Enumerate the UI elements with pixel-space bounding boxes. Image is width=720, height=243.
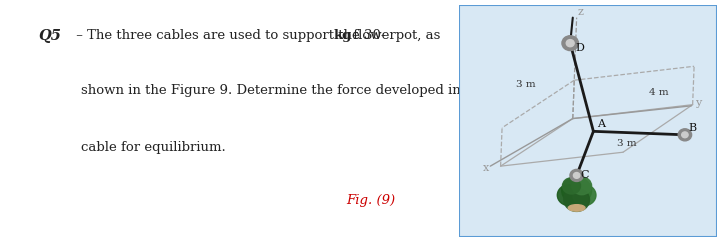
Circle shape <box>562 178 580 194</box>
Circle shape <box>562 36 578 51</box>
Circle shape <box>570 169 583 182</box>
Text: C: C <box>580 170 589 180</box>
Circle shape <box>573 173 580 178</box>
Text: x: x <box>482 163 489 173</box>
Text: z: z <box>578 7 584 17</box>
Circle shape <box>572 177 592 195</box>
Text: 3 m: 3 m <box>616 139 636 148</box>
Text: D: D <box>575 43 584 53</box>
Text: Fig. (9): Fig. (9) <box>346 194 395 207</box>
Circle shape <box>682 132 688 138</box>
Text: A: A <box>598 119 606 129</box>
Text: B: B <box>689 123 697 133</box>
Circle shape <box>678 129 692 141</box>
Text: shown in the Figure 9. Determine the force developed in each: shown in the Figure 9. Determine the for… <box>81 84 497 97</box>
Text: – The three cables are used to support the 30-: – The three cables are used to support t… <box>72 29 385 42</box>
FancyBboxPatch shape <box>459 5 717 237</box>
Text: 3 m: 3 m <box>516 80 536 89</box>
Text: flowerpot, as: flowerpot, as <box>349 29 441 42</box>
Text: 4 m: 4 m <box>649 88 668 97</box>
Text: Q5: Q5 <box>38 29 61 43</box>
Circle shape <box>564 188 590 211</box>
Ellipse shape <box>568 205 585 211</box>
Text: cable for equilibrium.: cable for equilibrium. <box>81 141 225 154</box>
Circle shape <box>557 185 580 206</box>
Circle shape <box>573 185 596 206</box>
Text: y: y <box>696 98 701 108</box>
Text: kg: kg <box>334 29 352 42</box>
Circle shape <box>566 40 574 47</box>
Circle shape <box>562 177 592 204</box>
